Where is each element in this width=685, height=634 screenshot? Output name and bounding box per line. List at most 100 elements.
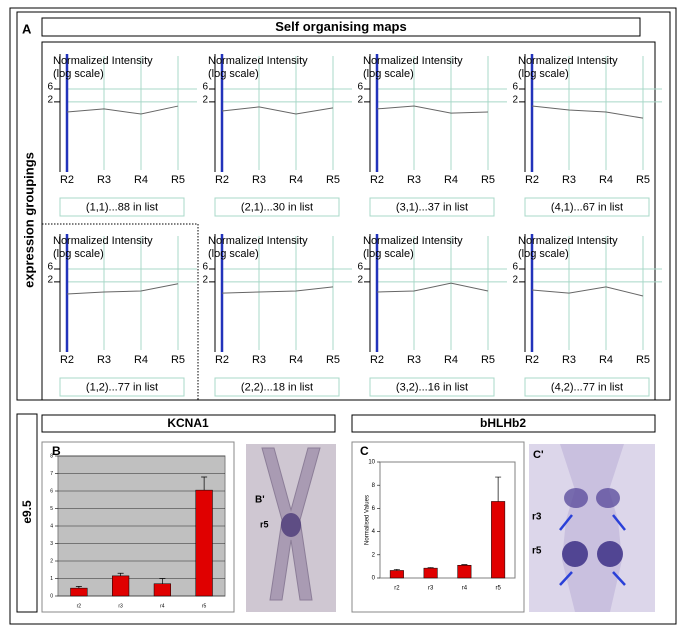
bar — [112, 575, 130, 597]
stage-box — [16, 413, 38, 613]
caption-box — [369, 197, 495, 217]
y-tick-label: 6 — [512, 262, 518, 273]
y-axis-title: (log scale) — [208, 68, 259, 80]
bar — [457, 564, 472, 579]
x-tick-label: R4 — [289, 354, 303, 366]
stain — [597, 541, 623, 567]
y-tick-label: 6 — [202, 262, 208, 273]
y-tick-label: 6 — [357, 262, 363, 273]
x-tick-label: R5 — [171, 174, 185, 186]
tissue — [560, 444, 624, 612]
stain — [562, 541, 588, 567]
panel-label: B' — [255, 495, 265, 506]
arrow — [612, 514, 626, 531]
y-tick-label: 6 — [202, 82, 208, 93]
x-tick-label: R4 — [134, 174, 148, 186]
x-tick-label: R3 — [407, 354, 421, 366]
x-tick-label: R3 — [407, 174, 421, 186]
bar — [423, 567, 438, 579]
som-grid-border — [41, 41, 656, 401]
y-axis-title: Normalised Values — [365, 495, 371, 545]
caption-box — [524, 197, 650, 217]
arrow — [559, 571, 573, 586]
x-tick-label: R3 — [252, 354, 266, 366]
x-tick-label: R5 — [326, 354, 340, 366]
x-tick-label: R3 — [252, 174, 266, 186]
row-label: expression groupings — [21, 152, 36, 288]
x-tick-label: r4 — [160, 603, 165, 609]
x-tick-label: R2 — [525, 354, 539, 366]
bar — [491, 501, 506, 579]
caption: (2,1)...30 in list — [241, 201, 313, 213]
caption-box — [214, 377, 340, 397]
error-bar — [393, 568, 400, 571]
y-axis-title: (log scale) — [53, 68, 104, 80]
x-tick-label: R5 — [636, 354, 650, 366]
y-axis-title: Normalized Intensity — [208, 235, 308, 247]
error-bar — [427, 567, 434, 569]
image-b-prime: B' r5 — [246, 444, 336, 612]
gene-header: KCNA1 — [167, 416, 209, 430]
y-tick-label: 0 — [372, 576, 376, 582]
figure-border — [9, 7, 677, 625]
error-bar — [201, 476, 208, 491]
y-axis-title: Normalized Intensity — [363, 235, 463, 247]
x-tick-label: R3 — [97, 354, 111, 366]
x-tick-label: r3 — [118, 603, 123, 609]
series-line — [221, 106, 334, 115]
y-axis-title: Normalized Intensity — [363, 55, 463, 67]
x-tick-label: R2 — [370, 174, 384, 186]
y-axis-title: Normalized Intensity — [518, 55, 618, 67]
y-axis-title: (log scale) — [518, 248, 569, 260]
caption: (2,2)...18 in list — [241, 381, 313, 393]
caption-box — [524, 377, 650, 397]
caption: (4,1)...67 in list — [551, 201, 623, 213]
series-line — [531, 286, 644, 297]
y-axis-title: Normalized Intensity — [53, 235, 153, 247]
y-tick-label: 2 — [47, 275, 53, 286]
caption: (3,2)...16 in list — [396, 381, 468, 393]
y-tick-label: 6 — [47, 82, 53, 93]
caption-box — [59, 197, 185, 217]
caption: (4,2)...77 in list — [551, 381, 623, 393]
caption-box — [369, 377, 495, 397]
caption-box — [214, 197, 340, 217]
x-tick-label: r2 — [394, 586, 400, 592]
x-tick-label: r3 — [428, 586, 434, 592]
x-tick-label: R4 — [289, 174, 303, 186]
caption: (1,2)...77 in list — [86, 381, 158, 393]
image-label: r3 — [532, 512, 542, 523]
y-tick-label: 2 — [512, 275, 518, 286]
x-tick-label: R2 — [215, 174, 229, 186]
series-line — [66, 283, 179, 295]
series-line — [376, 282, 489, 293]
series-line — [221, 286, 334, 294]
x-tick-label: r5 — [202, 603, 207, 609]
series-line — [531, 105, 644, 119]
x-tick-label: r5 — [495, 586, 501, 592]
error-bar — [495, 476, 502, 502]
y-tick-label: 5 — [50, 506, 53, 512]
y-axis-title: Normalized Intensity — [53, 55, 153, 67]
x-tick-label: R5 — [326, 174, 340, 186]
x-tick-label: R3 — [97, 174, 111, 186]
x-tick-label: R4 — [599, 354, 613, 366]
panel-label: B — [52, 444, 61, 458]
panel-label: A — [22, 21, 32, 36]
y-tick-label: 8 — [372, 483, 376, 489]
stain — [281, 513, 301, 537]
y-tick-label: 6 — [372, 506, 376, 512]
panel-label: C — [360, 444, 369, 458]
image-label: r5 — [260, 519, 269, 529]
y-tick-label: 6 — [50, 488, 53, 494]
y-axis-title: (log scale) — [53, 248, 104, 260]
y-tick-label: 2 — [50, 558, 53, 564]
bar — [195, 489, 213, 597]
selected-cell — [41, 223, 199, 401]
arrow — [612, 571, 626, 586]
x-tick-label: R4 — [599, 174, 613, 186]
y-tick-label: 4 — [372, 529, 376, 535]
y-axis-title: (log scale) — [363, 248, 414, 260]
stage-label: e9.5 — [20, 500, 34, 524]
